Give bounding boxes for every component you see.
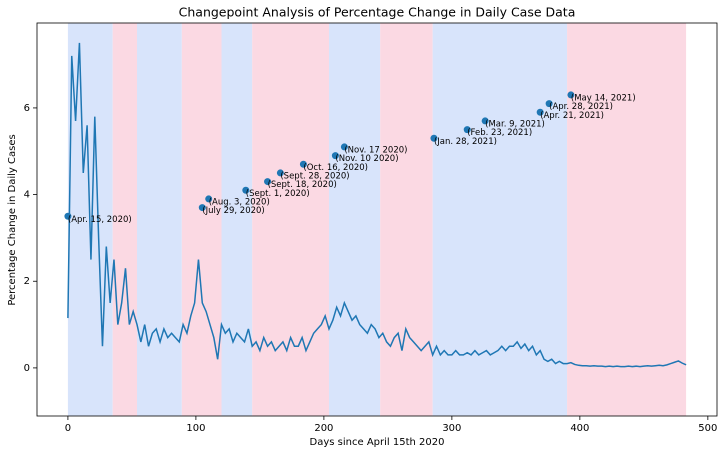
y-tick-label: 4 bbox=[24, 190, 30, 201]
chart-title: Changepoint Analysis of Percentage Chang… bbox=[179, 5, 576, 20]
x-tick-label: 100 bbox=[186, 423, 205, 434]
changepoint-label: (Feb. 23, 2021) bbox=[467, 128, 532, 138]
changepoint-marker bbox=[331, 152, 339, 160]
changepoint-region bbox=[432, 23, 568, 416]
x-tick-label: 500 bbox=[698, 423, 717, 434]
changepoint-label: (Sept. 28, 2020) bbox=[280, 171, 349, 181]
changepoint-label: (Sept. 1, 2020) bbox=[246, 189, 310, 199]
changepoint-marker bbox=[198, 204, 206, 212]
changepoint-marker bbox=[545, 100, 553, 108]
y-tick-label: 2 bbox=[24, 276, 30, 287]
x-tick-label: 200 bbox=[314, 423, 333, 434]
x-tick-label: 0 bbox=[65, 423, 71, 434]
changepoint-label: (Nov. 17 2020) bbox=[344, 145, 407, 155]
changepoint-region bbox=[252, 23, 330, 416]
changepoint-region bbox=[181, 23, 222, 416]
data-line bbox=[67, 42, 687, 368]
plot-frame bbox=[36, 22, 718, 417]
changepoint-region bbox=[567, 23, 687, 416]
changepoint-marker bbox=[463, 126, 471, 134]
changepoint-label: (May 14, 2021) bbox=[571, 93, 636, 103]
changepoint-marker bbox=[242, 186, 250, 194]
x-tick-label: 300 bbox=[442, 423, 461, 434]
x-axis-label: Days since April 15th 2020 bbox=[310, 437, 445, 448]
changepoint-label: (Aug. 3, 2020) bbox=[209, 197, 270, 207]
x-tick-label: 400 bbox=[570, 423, 589, 434]
changepoint-label: (Jan. 28, 2021) bbox=[434, 137, 497, 147]
changepoint-marker bbox=[64, 212, 72, 220]
changepoint-label: (Sept. 18, 2020) bbox=[268, 180, 337, 190]
changepoint-label: (July 29, 2020) bbox=[202, 206, 264, 216]
y-tick-label: 0 bbox=[24, 363, 30, 374]
changepoint-label: (Apr. 15, 2020) bbox=[68, 215, 132, 225]
y-tick-label: 6 bbox=[24, 103, 30, 114]
changepoint-marker bbox=[299, 160, 307, 168]
changepoint-region bbox=[380, 23, 433, 416]
changepoint-label: (Apr. 28, 2021) bbox=[549, 102, 613, 112]
changepoint-marker bbox=[205, 195, 213, 203]
changepoint-label: (Oct. 16, 2020) bbox=[303, 163, 368, 173]
changepoint-region bbox=[329, 23, 381, 416]
changepoint-label: (Apr. 21, 2021) bbox=[540, 111, 604, 121]
changepoint-label: (Mar. 9, 2021) bbox=[485, 119, 545, 129]
changepoint-region bbox=[137, 23, 182, 416]
changepoint-marker bbox=[481, 117, 489, 125]
changepoint-marker bbox=[567, 91, 575, 99]
changepoint-marker bbox=[276, 169, 284, 177]
changepoint-marker bbox=[430, 134, 438, 142]
changepoint-marker bbox=[536, 108, 544, 116]
y-axis-label: Percentage Change in Daily Cases bbox=[7, 134, 18, 305]
changepoint-label: (Nov. 10 2020) bbox=[335, 154, 398, 164]
changepoint-marker bbox=[340, 143, 348, 151]
changepoint-region bbox=[112, 23, 138, 416]
changepoint-marker bbox=[264, 178, 272, 186]
changepoint-region bbox=[221, 23, 253, 416]
